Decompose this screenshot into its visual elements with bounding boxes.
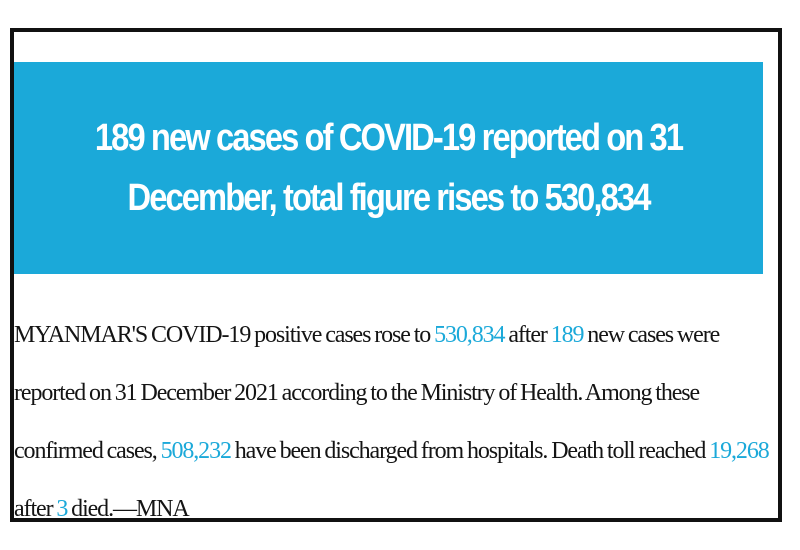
body-text-4: have been discharged from hospitals. Dea… <box>230 438 710 464</box>
death-toll-number: 19,268 <box>709 438 770 464</box>
body-text-2: after <box>504 322 551 348</box>
body-text-3: new cases were reported on 31 December 2… <box>14 322 720 464</box>
new-deaths-number: 3 <box>56 496 68 522</box>
headline-banner: 189 new cases of COVID-19 reported on 31… <box>14 62 763 274</box>
body-text-5: after <box>14 496 57 522</box>
body-text-1: MYANMAR'S COVID-19 positive cases rose t… <box>14 322 435 348</box>
article-body: MYANMAR'S COVID-19 positive cases rose t… <box>14 306 774 538</box>
discharged-number: 508,232 <box>160 438 232 464</box>
new-cases-number: 189 <box>550 322 585 348</box>
total-cases-number: 530,834 <box>434 322 505 348</box>
headline: 189 new cases of COVID-19 reported on 31… <box>94 117 684 219</box>
body-text-6: died.—MNA <box>67 496 190 522</box>
